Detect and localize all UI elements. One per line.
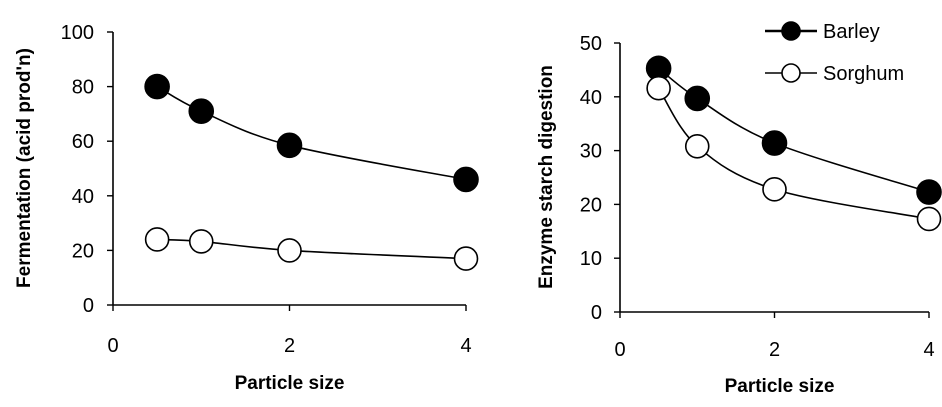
- legend-barley-label: Barley: [823, 21, 880, 43]
- chart1-x-axis-title: Particle size: [235, 373, 345, 394]
- chart1-series-1-point: [276, 132, 303, 159]
- chart2-y-tick-label: 20: [580, 194, 602, 216]
- chart1-y-tick-label: 100: [61, 22, 94, 44]
- chart1-series-1-point: [453, 166, 479, 193]
- chart2-series-2-point: [762, 177, 787, 202]
- chart1-series-2-point: [188, 229, 214, 254]
- chart2-y-tick-label: 40: [580, 87, 602, 109]
- chart2-y-axis-title: Enzyme starch digestion: [536, 65, 557, 289]
- chart1-series-2-line: [157, 238, 467, 260]
- chart2-series-1-line: [658, 67, 930, 193]
- chart1-x-tick-label: 2: [284, 335, 295, 357]
- chart2-series-2-line: [657, 87, 930, 220]
- chart1-y-tick-label: 60: [72, 131, 94, 153]
- chart2-series-1-point: [916, 179, 942, 205]
- chart2-series-2-point: [916, 206, 942, 232]
- chart2-x-tick-label: 4: [923, 339, 934, 361]
- chart2-x-axis-title: Particle size: [725, 376, 835, 397]
- chart1-y-tick-label: 20: [72, 240, 94, 262]
- chart2-y-tick-label: 10: [580, 248, 602, 270]
- chart2-series-2-point: [684, 133, 710, 159]
- chart2-y-tick-label: 50: [580, 33, 602, 55]
- chart2-y-tick-label: 0: [591, 302, 602, 324]
- chart1-series-1-line: [156, 85, 467, 181]
- chart1-y-axis-title: Fermentation (acid prod'n): [14, 48, 35, 288]
- chart2-x-tick-label: 0: [614, 339, 625, 361]
- legend-sorghum-label: Sorghum: [823, 63, 904, 85]
- chart1-x-tick-label: 4: [460, 335, 471, 357]
- chart1-y-tick-label: 40: [72, 186, 94, 208]
- legend-barley-marker: [781, 21, 801, 41]
- chart2-series-2-point: [646, 75, 671, 101]
- chart1-series-1-point: [144, 73, 170, 100]
- chart1-y-tick-label: 80: [72, 77, 94, 99]
- chart1-series-2-point: [144, 227, 170, 252]
- chart1-y-tick-label: 0: [83, 295, 94, 317]
- chart2-series-1-point: [684, 85, 711, 112]
- chart1-series-1-point: [188, 98, 215, 124]
- chart1-series-2-point: [277, 238, 302, 263]
- chart2-x-tick-label: 2: [769, 339, 780, 361]
- chart1-x-tick-label: 0: [107, 335, 118, 357]
- chart2-y-tick-label: 30: [580, 141, 602, 163]
- legend-sorghum-marker: [781, 63, 801, 83]
- chart2-series-1-point: [761, 130, 788, 156]
- chart1-series-2-point: [453, 246, 479, 271]
